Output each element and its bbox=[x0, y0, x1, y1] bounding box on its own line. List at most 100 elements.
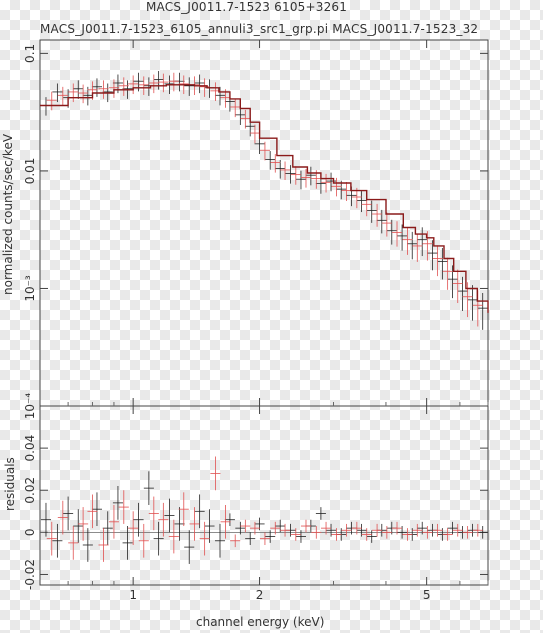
y-tick-label-residual: -0.02 bbox=[23, 559, 37, 590]
data-point bbox=[300, 169, 312, 188]
data-point bbox=[295, 170, 307, 190]
residual-point bbox=[143, 471, 154, 505]
residual-point bbox=[168, 519, 179, 554]
residual-point bbox=[108, 504, 119, 539]
residual-point bbox=[174, 507, 185, 541]
residual-point bbox=[57, 500, 68, 535]
residuals-panel-frame bbox=[39, 405, 489, 586]
residual-point bbox=[361, 528, 372, 541]
residual-point bbox=[341, 523, 352, 537]
residual-point bbox=[477, 526, 488, 539]
data-point bbox=[452, 269, 463, 304]
data-point bbox=[204, 79, 215, 98]
residual-point bbox=[118, 490, 129, 524]
data-point bbox=[158, 73, 169, 93]
data-point bbox=[78, 84, 89, 104]
data-point bbox=[184, 77, 195, 96]
data-point bbox=[52, 83, 63, 103]
residual-point bbox=[356, 523, 367, 537]
data-point bbox=[128, 75, 139, 95]
data-point bbox=[285, 165, 296, 184]
data-point bbox=[98, 80, 109, 99]
residual-point bbox=[133, 502, 144, 537]
data-point bbox=[402, 228, 413, 255]
data-point bbox=[336, 180, 347, 200]
data-point bbox=[143, 77, 154, 96]
residual-point bbox=[300, 519, 312, 533]
residual-point bbox=[462, 526, 473, 539]
top-panel-frame bbox=[39, 39, 489, 407]
residual-point bbox=[98, 528, 109, 562]
residual-point bbox=[422, 526, 433, 539]
residual-point bbox=[52, 523, 63, 558]
data-point bbox=[118, 77, 129, 96]
residual-point bbox=[372, 523, 383, 537]
residual-point bbox=[204, 509, 215, 543]
data-point bbox=[133, 72, 144, 92]
data-point bbox=[194, 74, 205, 94]
residual-point bbox=[447, 521, 458, 535]
residual-point bbox=[78, 507, 89, 541]
x-axis-label: channel energy (keV) bbox=[196, 615, 325, 629]
residual-point bbox=[224, 513, 235, 527]
residual-point bbox=[326, 523, 337, 537]
residual-point bbox=[63, 496, 74, 531]
data-point bbox=[391, 221, 403, 247]
data-point bbox=[46, 91, 57, 111]
residual-point bbox=[189, 507, 200, 541]
data-point bbox=[457, 276, 468, 311]
residual-point bbox=[68, 526, 79, 560]
y-tick-label-top: 10⁻⁴ bbox=[23, 393, 37, 420]
residual-point bbox=[138, 523, 149, 558]
data-point bbox=[290, 166, 301, 185]
residual-point bbox=[235, 521, 246, 535]
data-point bbox=[230, 98, 241, 118]
data-point bbox=[91, 78, 102, 97]
data-point bbox=[356, 191, 367, 213]
y-tick-label-residual: 0 bbox=[23, 529, 37, 537]
data-point bbox=[138, 76, 149, 95]
model-line bbox=[40, 84, 489, 313]
residual-point bbox=[245, 532, 256, 545]
residual-point bbox=[158, 502, 169, 537]
residual-point bbox=[315, 507, 326, 520]
residual-point bbox=[87, 494, 98, 529]
data-point bbox=[68, 83, 79, 103]
x-tick-label-1: 1 bbox=[129, 588, 137, 602]
y-tick-label-top: 0.1 bbox=[23, 44, 37, 63]
data-point bbox=[386, 219, 397, 245]
data-point bbox=[372, 203, 383, 227]
residual-point bbox=[270, 521, 281, 535]
data-point bbox=[422, 231, 433, 261]
y-tick-label-top: 10⁻³ bbox=[23, 275, 37, 302]
data-point bbox=[437, 248, 448, 280]
residual-point bbox=[321, 521, 332, 535]
residual-point bbox=[417, 521, 428, 535]
data-point bbox=[249, 124, 260, 144]
y-tick-label-top: 0.01 bbox=[23, 158, 37, 185]
data-point bbox=[73, 80, 84, 99]
residual-point bbox=[230, 534, 241, 548]
data-point bbox=[432, 245, 443, 277]
data-point bbox=[270, 154, 281, 173]
residual-point bbox=[153, 521, 164, 556]
data-point bbox=[265, 151, 276, 170]
data-point bbox=[412, 233, 423, 262]
data-point bbox=[397, 224, 408, 251]
data-point bbox=[442, 257, 453, 290]
residual-point bbox=[366, 530, 377, 543]
y-tick-label-residual: 0.02 bbox=[23, 477, 37, 504]
data-point bbox=[199, 78, 210, 97]
residual-point bbox=[122, 526, 133, 560]
residual-point bbox=[452, 523, 463, 537]
residual-point bbox=[148, 496, 159, 531]
data-point bbox=[240, 109, 251, 129]
residual-point bbox=[311, 526, 322, 539]
data-point bbox=[407, 231, 418, 260]
residual-point bbox=[91, 492, 102, 527]
residual-point bbox=[214, 523, 226, 558]
y-tick-label-residual: 0.04 bbox=[23, 435, 37, 462]
residual-point bbox=[259, 532, 270, 545]
data-point bbox=[331, 177, 342, 197]
